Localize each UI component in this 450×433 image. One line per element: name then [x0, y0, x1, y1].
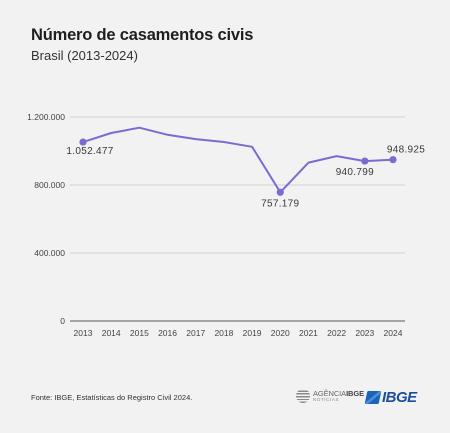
x-tick-label: 2022	[327, 328, 346, 338]
data-label: 757.179	[261, 198, 299, 209]
ibge-logo-text: IBGE	[382, 389, 417, 406]
agencia-ibge-logo: AGÊNCIAIBGE NOTÍCIAS	[296, 389, 364, 403]
data-point-marker	[389, 156, 397, 164]
x-tick-label: 2023	[355, 328, 374, 338]
y-tick-label: 0	[60, 316, 65, 326]
data-label: 948.925	[387, 145, 425, 156]
x-tick-label: 2017	[186, 328, 205, 338]
x-tick-label: 2024	[384, 328, 403, 338]
y-tick-label: 800.000	[34, 180, 65, 190]
x-tick-label: 2019	[243, 328, 262, 338]
source-note: Fonte: IBGE, Estatísticas do Registro Ci…	[31, 393, 193, 402]
agencia-logo-bold: IBGE	[346, 389, 364, 398]
x-tick-label: 2014	[102, 328, 121, 338]
series-line	[82, 126, 394, 194]
x-tick-label: 2016	[158, 328, 177, 338]
ibge-logo: IBGE	[364, 389, 417, 406]
data-point-marker	[276, 188, 284, 196]
data-point-marker	[79, 138, 87, 146]
x-tick-label: 2015	[130, 328, 149, 338]
y-tick-label: 1.200.000	[27, 112, 65, 122]
x-tick-label: 2018	[214, 328, 233, 338]
agencia-logo-text: AGÊNCIA	[313, 389, 347, 398]
x-tick-label: 2020	[271, 328, 290, 338]
ibge-flag-icon	[364, 391, 382, 404]
data-label: 1.052.477	[66, 146, 113, 157]
chart-title: Número de casamentos civis	[31, 26, 254, 44]
y-tick-label: 400.000	[34, 248, 65, 258]
agencia-logo-sub: NOTÍCIAS	[313, 396, 340, 402]
data-point-marker	[361, 157, 369, 165]
data-label: 940.799	[336, 167, 374, 178]
chart-subtitle: Brasil (2013-2024)	[31, 48, 138, 63]
agencia-logo-mark-icon	[296, 389, 310, 403]
x-tick-label: 2021	[299, 328, 318, 338]
x-tick-label: 2013	[74, 328, 93, 338]
